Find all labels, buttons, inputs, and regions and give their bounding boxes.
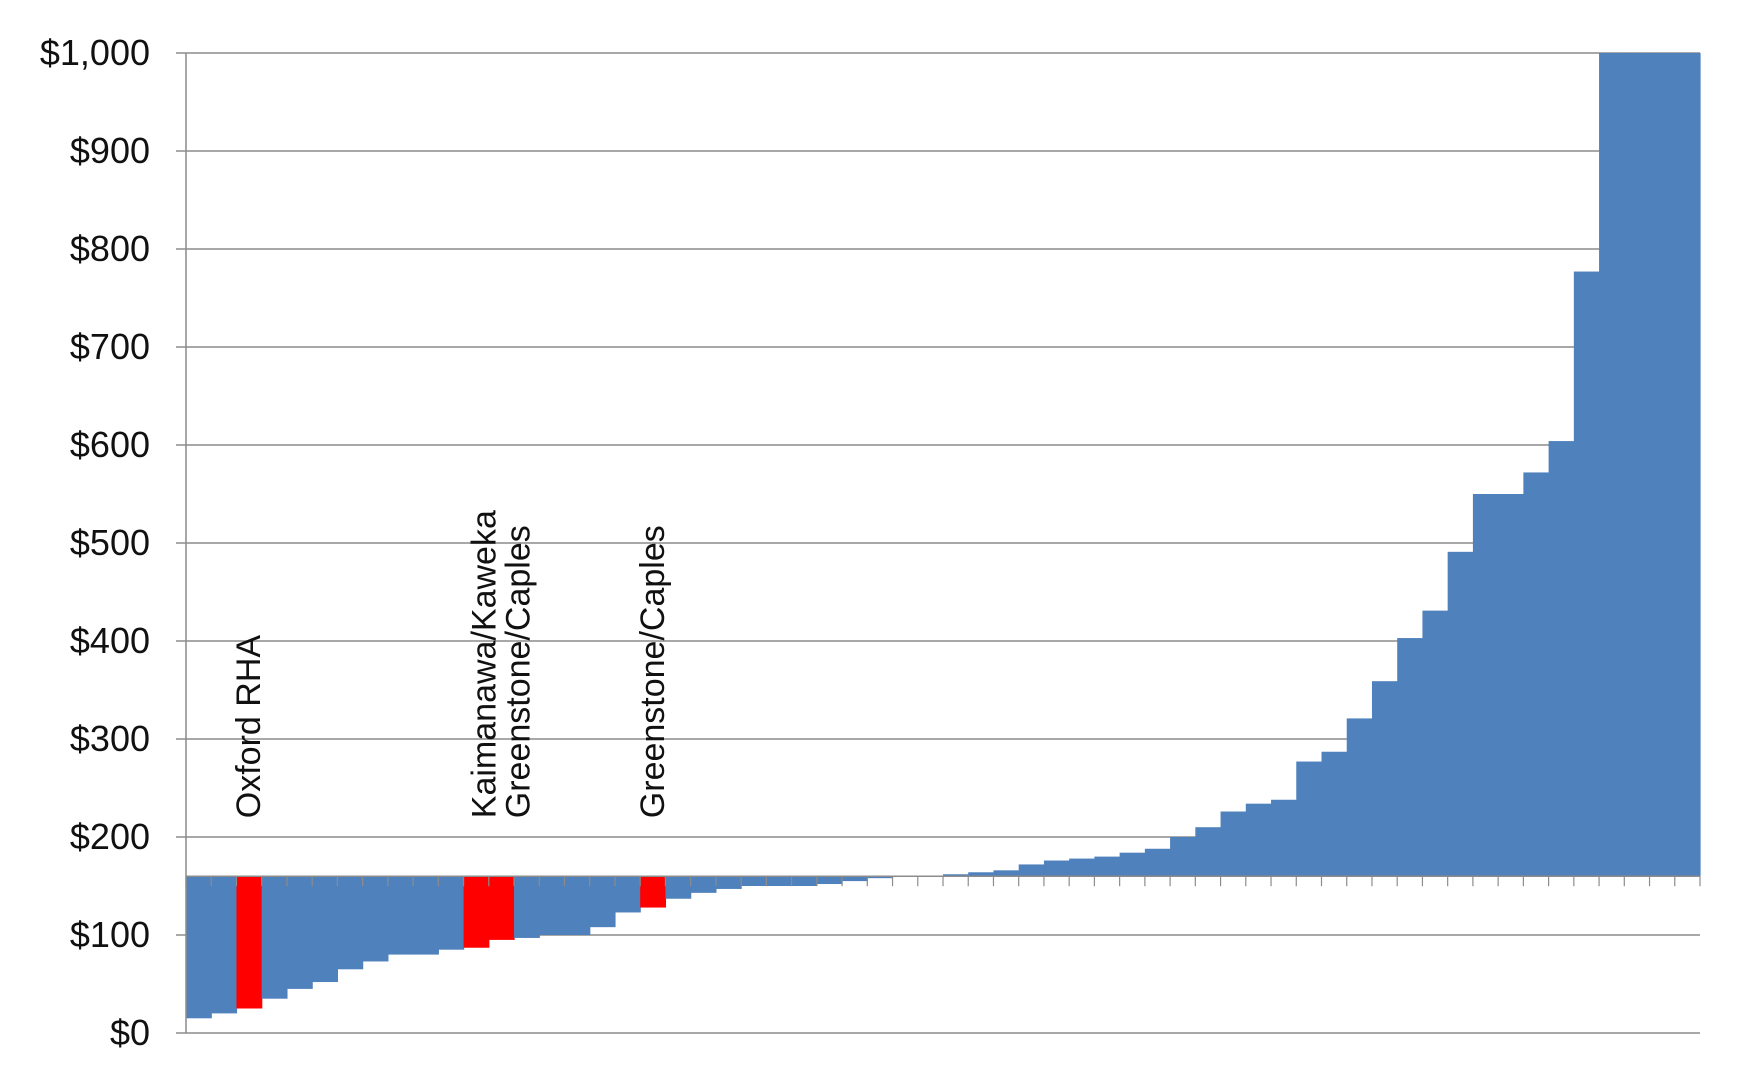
bar [1472, 494, 1499, 877]
bar [1094, 856, 1121, 877]
bar [993, 870, 1020, 877]
bar [1296, 761, 1323, 877]
bar [1523, 472, 1550, 877]
bar [564, 876, 591, 935]
axis-lines [176, 52, 1701, 1034]
y-tick-label: $200 [70, 816, 150, 857]
bar [1371, 681, 1398, 877]
bar [842, 876, 868, 882]
bar [186, 876, 212, 1019]
bar [1195, 827, 1222, 877]
bar [362, 876, 389, 962]
bar [1220, 811, 1247, 877]
bar [1018, 864, 1045, 877]
bar [539, 876, 566, 935]
bar [211, 876, 238, 1014]
y-tick-label: $500 [70, 522, 150, 563]
bar [766, 876, 793, 886]
bar [413, 876, 439, 955]
bar [1397, 638, 1424, 877]
bars [186, 53, 1701, 1019]
bar [816, 876, 843, 885]
bar [1422, 610, 1449, 877]
bar [1649, 53, 1676, 877]
bar [1069, 858, 1095, 877]
y-tick-label: $400 [70, 620, 150, 661]
bar [589, 876, 616, 928]
bar [943, 874, 969, 877]
y-tick-label: $900 [70, 130, 150, 171]
bar [1573, 271, 1600, 877]
bar [968, 872, 995, 877]
highlighted-bar [236, 876, 263, 1009]
bar [715, 876, 742, 889]
bar [438, 876, 465, 950]
bar [1245, 803, 1272, 877]
bar [614, 876, 641, 913]
y-tick-label: $1,000 [40, 32, 150, 73]
bar [387, 876, 414, 955]
y-axis-tick-labels: $0 $100 $200 $300 $400 $500 $600 $700 $800 $900 $1… [40, 32, 150, 1053]
bar [312, 876, 338, 983]
bar [1043, 860, 1070, 877]
bar [261, 876, 288, 999]
bar [1548, 441, 1575, 877]
bar [1321, 751, 1348, 877]
y-tick-label: $100 [70, 914, 150, 955]
bar-annotation-label: Greenstone/Caples [634, 525, 672, 818]
bar [1119, 852, 1146, 877]
bar [791, 876, 818, 886]
bar [690, 876, 717, 893]
bar [1674, 53, 1701, 877]
bar [867, 876, 894, 879]
bar [1170, 837, 1196, 877]
y-tick-label: $0 [110, 1012, 150, 1053]
bar-annotation-label: Kaimanawa/Kaweka [465, 510, 503, 818]
y-tick-label: $800 [70, 228, 150, 269]
highlighted-bar [640, 876, 667, 908]
y-tick-label: $600 [70, 424, 150, 465]
highlighted-bar [463, 876, 490, 948]
bar [1144, 848, 1171, 877]
bar-annotations: Oxford RHA Kaimanawa/KawekaGreenstone/Cap… [230, 510, 672, 818]
bar [741, 876, 767, 886]
bar [514, 876, 540, 938]
bar [1599, 53, 1625, 877]
bar [1624, 53, 1651, 877]
bar [1498, 494, 1524, 877]
bar [1271, 799, 1297, 877]
bar-annotation-label: Greenstone/Caples [499, 525, 537, 818]
y-tick-label: $300 [70, 718, 150, 759]
bar [1447, 551, 1474, 877]
bar [665, 876, 692, 899]
bar [337, 876, 364, 970]
highlighted-bar [488, 876, 515, 940]
bar [286, 876, 313, 989]
bar [1346, 718, 1373, 877]
bar-annotation-label: Oxford RHA [230, 635, 268, 819]
y-tick-label: $700 [70, 326, 150, 367]
